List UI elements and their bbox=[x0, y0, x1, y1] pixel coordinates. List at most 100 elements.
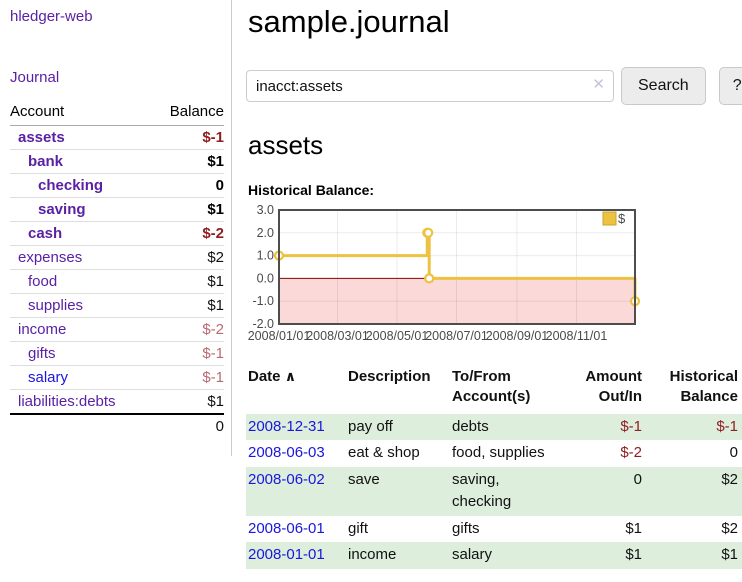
app-title-link[interactable]: hledger-web bbox=[10, 8, 93, 25]
register-accounts-cell: debts bbox=[452, 417, 489, 435]
account-balance: $2 bbox=[151, 245, 224, 270]
transaction-date-link[interactable]: 2008-06-01 bbox=[248, 519, 325, 537]
account-name-cell: liabilities:debts bbox=[10, 389, 152, 414]
register-row: 2008-01-01 income salary $1 $1 bbox=[246, 542, 742, 569]
accounts-table: Account Balance assets $-1 bank $1 checking 0… bbox=[10, 101, 224, 438]
account-row: salary $-1 bbox=[10, 365, 224, 390]
register-description-cell: save bbox=[348, 470, 380, 488]
register-header-description: Description bbox=[348, 368, 431, 385]
svg-text:2008/07/01: 2008/07/01 bbox=[425, 329, 488, 343]
help-button[interactable]: ? bbox=[718, 67, 742, 105]
register-balance-cell: $-1 bbox=[716, 417, 738, 435]
account-row: supplies $1 bbox=[10, 293, 224, 318]
account-row: food $1 bbox=[10, 269, 224, 294]
account-name-cell: assets bbox=[10, 125, 152, 150]
register-row: 2008-12-31 pay off debts $-1 $-1 bbox=[246, 413, 742, 441]
account-heading: assets bbox=[248, 130, 324, 160]
accounts-table-body: assets $-1 bank $1 checking 0 saving $1 cash $-2 e… bbox=[10, 125, 224, 438]
transaction-date-link[interactable]: 2008-01-01 bbox=[248, 546, 325, 563]
register-date-cell: 2008-01-01 bbox=[246, 542, 346, 569]
transaction-date-link[interactable]: 2008-06-02 bbox=[248, 470, 325, 488]
account-link[interactable]: liabilities:debts bbox=[18, 393, 116, 410]
account-link[interactable]: gifts bbox=[28, 345, 56, 362]
account-name-cell: expenses bbox=[10, 245, 152, 270]
account-link[interactable]: checking bbox=[38, 177, 104, 194]
account-name-cell: gifts bbox=[10, 341, 152, 366]
register-accounts-cell: salary bbox=[452, 546, 493, 563]
register-date-cell: 2008-06-03 bbox=[246, 440, 346, 467]
register-amount-cell: 0 bbox=[633, 470, 642, 488]
account-balance: $1 bbox=[151, 389, 224, 414]
register-balance-cell: $1 bbox=[721, 546, 738, 563]
register-date-cell: 2008-06-02 bbox=[246, 467, 346, 516]
register-row: 2008-06-03 eat & shop food, supplies $-2 0 bbox=[246, 440, 742, 467]
app-title: hledger-web bbox=[10, 8, 224, 25]
register-date-cell: 2008-12-31 bbox=[246, 414, 346, 441]
register-header-date[interactable]: Date ∧ bbox=[248, 368, 297, 385]
register-amount-cell: $-1 bbox=[620, 417, 642, 435]
accounts-header-balance: Balance bbox=[151, 101, 224, 126]
account-link[interactable]: cash bbox=[28, 225, 63, 242]
register-header-to/from: To/From Account(s) bbox=[452, 368, 531, 406]
svg-text:2008/11/01: 2008/11/01 bbox=[546, 329, 608, 343]
register-amount-cell: $1 bbox=[625, 546, 642, 563]
register-balance-cell: $2 bbox=[721, 519, 738, 537]
chart-title: Historical Balance: bbox=[248, 182, 375, 198]
search-input-wrap: ✕ bbox=[246, 70, 614, 102]
account-name-cell: salary bbox=[10, 365, 152, 390]
account-link[interactable]: saving bbox=[38, 201, 86, 218]
account-name-cell: supplies bbox=[10, 293, 152, 318]
svg-text:0.0: 0.0 bbox=[257, 271, 274, 285]
search-button[interactable]: Search bbox=[621, 67, 706, 105]
register-row: 2008-06-02 save saving, checking 0 $2 bbox=[246, 466, 742, 516]
register-date-cell: 2008-06-01 bbox=[246, 516, 346, 543]
accounts-total-value: 0 bbox=[151, 413, 224, 438]
svg-text:1.0: 1.0 bbox=[257, 249, 274, 263]
svg-text:2.0: 2.0 bbox=[257, 226, 274, 240]
account-link[interactable]: salary bbox=[28, 369, 69, 386]
account-row: liabilities:debts $1 bbox=[10, 389, 224, 414]
account-link[interactable]: expenses bbox=[18, 249, 83, 266]
svg-text:$: $ bbox=[618, 211, 626, 226]
register-header-amount: Amount Out/In bbox=[585, 368, 642, 406]
register-balance-cell: 0 bbox=[729, 444, 738, 461]
account-balance: $-1 bbox=[151, 365, 224, 390]
accounts-total-row: 0 bbox=[10, 413, 224, 438]
accounts-header-account: Account bbox=[10, 101, 152, 126]
account-balance: $1 bbox=[151, 269, 224, 294]
sidebar-item-journal[interactable]: Journal bbox=[10, 69, 60, 86]
register-amount-cell: $1 bbox=[625, 519, 642, 537]
account-balance: 0 bbox=[151, 173, 224, 198]
account-name-cell: income bbox=[10, 317, 152, 342]
svg-text:3.0: 3.0 bbox=[257, 205, 274, 217]
account-row: assets $-1 bbox=[10, 125, 224, 150]
account-link[interactable]: bank bbox=[28, 153, 64, 170]
account-balance: $1 bbox=[151, 149, 224, 174]
account-link[interactable]: assets bbox=[18, 129, 65, 146]
account-link[interactable]: income bbox=[18, 321, 67, 338]
register-amount-cell: $-2 bbox=[620, 444, 642, 461]
account-balance: $-2 bbox=[151, 221, 224, 246]
transaction-date-link[interactable]: 2008-06-03 bbox=[248, 444, 325, 461]
sidebar: hledger-web Journal Account Balance asse… bbox=[0, 0, 232, 456]
page-title: sample.journal bbox=[248, 4, 450, 39]
account-link[interactable]: food bbox=[28, 273, 58, 290]
account-balance: $1 bbox=[151, 197, 224, 222]
register-header-row: Date ∧ Description To/From Account(s) Amoun… bbox=[246, 367, 742, 414]
register-accounts-cell: saving, checking bbox=[452, 470, 512, 511]
transaction-date-link[interactable]: 2008-12-31 bbox=[248, 417, 325, 435]
register-description-cell: eat & shop bbox=[348, 444, 420, 461]
clear-search-icon[interactable]: ✕ bbox=[592, 76, 605, 93]
register-header-historical: Historical Balance bbox=[669, 368, 738, 406]
search-form: ✕ Search ? bbox=[246, 67, 742, 105]
search-input[interactable] bbox=[246, 70, 614, 102]
account-name-cell: bank bbox=[10, 149, 152, 174]
account-row: bank $1 bbox=[10, 149, 224, 174]
account-row: expenses $2 bbox=[10, 245, 224, 270]
account-link[interactable]: supplies bbox=[28, 297, 84, 314]
account-balance: $-1 bbox=[151, 341, 224, 366]
svg-text:-1.0: -1.0 bbox=[252, 294, 274, 308]
svg-text:2008/03/01: 2008/03/01 bbox=[306, 329, 369, 343]
account-balance: $-1 bbox=[151, 125, 224, 150]
register-table: Date ∧ Description To/From Account(s) Amoun… bbox=[246, 367, 742, 569]
